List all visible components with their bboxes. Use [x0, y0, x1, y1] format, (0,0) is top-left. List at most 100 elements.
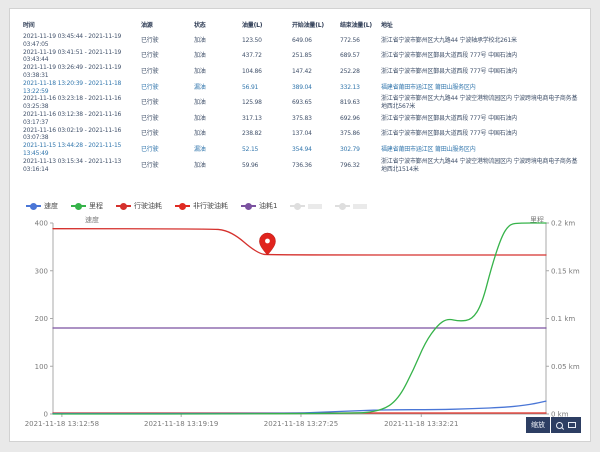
legend-label: 里程 — [89, 202, 103, 210]
series-里程 — [52, 222, 547, 415]
col-header-time: 时间 — [23, 21, 35, 29]
cell-addr: 浙江省宁波市鄞州区大九路44 宁波空港物流园区内 宁波跨境电商电子商务基地西北1… — [381, 157, 578, 173]
x-tick-label: 2021-11-18 13:27:25 — [264, 420, 338, 428]
table-row[interactable]: 2021-11-19 03:45:44 - 2021-11-19 03:47:0… — [23, 33, 582, 49]
legend-label: 速度 — [44, 202, 58, 210]
col-header-end: 结束油量(L) — [340, 21, 372, 29]
legend-label: 非行驶油耗 — [193, 202, 228, 210]
cell-status: 加油 — [194, 36, 206, 44]
content-card: 时间 油源 状态 油量(L) 开始油量(L) 结束油量(L) 地址 2021-1… — [9, 8, 591, 442]
y-tick-label-left: 100 — [35, 363, 48, 371]
cell-amount: 59.96 — [242, 161, 259, 169]
cell-status: 漏油 — [194, 83, 206, 91]
y-tick-label-right: 0.1 km — [551, 315, 575, 323]
y-tick-label-left: 300 — [35, 267, 48, 275]
cell-end: 375.86 — [340, 130, 360, 138]
left-axis-title: 速度 — [85, 215, 99, 224]
toolbox-icons — [551, 417, 581, 433]
zoom-button-label: 缩放 — [531, 421, 545, 429]
cell-start: 649.06 — [292, 36, 312, 44]
cell-status: 漏油 — [194, 146, 206, 154]
cell-status: 加油 — [194, 99, 206, 107]
cell-start: 147.42 — [292, 68, 312, 76]
table-row[interactable]: 2021-11-19 03:26:49 - 2021-11-19 03:38:3… — [23, 64, 582, 80]
cell-amount: 104.86 — [242, 68, 262, 76]
cell-time: 2021-11-16 03:02:19 - 2021-11-16 03:07:3… — [23, 126, 122, 142]
cell-source: 已行驶 — [141, 52, 159, 60]
legend-item[interactable]: 行驶油耗 — [116, 201, 162, 211]
x-tick-label: 2021-11-18 13:19:19 — [144, 420, 218, 428]
cell-addr: 浙江省宁波市鄞州区鄞县大道西段 777号 中国石油内 — [381, 52, 518, 60]
cell-end: 252.28 — [340, 68, 360, 76]
cell-amount: 125.98 — [242, 99, 262, 107]
table-row[interactable]: 2021-11-19 03:41:51 - 2021-11-19 03:43:4… — [23, 49, 582, 65]
cell-source: 已行驶 — [141, 99, 159, 107]
table-row[interactable]: 2021-11-16 03:02:19 - 2021-11-16 03:07:3… — [23, 127, 582, 143]
cell-amount: 52.15 — [242, 146, 259, 154]
series-速度 — [52, 400, 547, 415]
cell-end: 819.63 — [340, 99, 360, 107]
cell-status: 加油 — [194, 114, 206, 122]
cell-start: 389.04 — [292, 83, 312, 91]
legend-item[interactable]: 非行驶油耗 — [175, 201, 228, 211]
legend-dot-icon — [26, 202, 41, 210]
cell-amount: 238.82 — [242, 130, 262, 138]
frame-icon[interactable] — [568, 422, 576, 428]
legend-item[interactable]: 油耗1 — [241, 201, 277, 211]
cell-addr: 福建省莆田市涵江区 莆田山服务区内 — [381, 83, 476, 91]
legend-dot-icon — [175, 202, 190, 210]
cell-status: 加油 — [194, 68, 206, 76]
cell-start: 375.83 — [292, 114, 312, 122]
zoom-button[interactable]: 缩放 — [526, 417, 550, 433]
cell-source: 已行驶 — [141, 161, 159, 169]
cell-status: 加油 — [194, 161, 206, 169]
y-tick-label-left: 200 — [35, 315, 48, 323]
consumption-chart[interactable]: 0 100 200 300 400 0 km 0.05 km 0.1 km 0.15 km 0.2… — [10, 215, 592, 439]
legend-dot-icon — [290, 202, 306, 210]
cell-addr: 浙江省宁波市鄞州区大九路44 宁波空港物流园区内 宁波跨境电商电子商务基地西北5… — [381, 95, 578, 111]
cell-time: 2021-11-16 03:12:38 - 2021-11-16 03:17:3… — [23, 110, 122, 126]
cell-time: 2021-11-16 03:23:18 - 2021-11-16 03:25:3… — [23, 95, 122, 111]
col-header-status: 状态 — [194, 21, 206, 29]
cell-end: 772.56 — [340, 36, 360, 44]
y-tick-label-right: 0.15 km — [551, 267, 580, 275]
cell-start: 693.65 — [292, 99, 312, 107]
fuel-events-table: 时间 油源 状态 油量(L) 开始油量(L) 结束油量(L) 地址 2021-1… — [23, 15, 582, 173]
cell-status: 加油 — [194, 130, 206, 138]
chart-legend: 速度 里程 行驶油耗 非行驶油耗 油耗1 — [26, 201, 368, 211]
y-tick-label-right: 0.05 km — [551, 363, 580, 371]
table-row[interactable]: 2021-11-13 03:15:34 - 2021-11-13 03:16:1… — [23, 158, 582, 174]
y-tick-label-left: 400 — [35, 220, 48, 228]
table-row[interactable]: 2021-11-18 13:20:39 - 2021-11-18 13:22:5… — [23, 80, 582, 96]
magnifier-icon[interactable] — [556, 421, 563, 429]
legend-label-faded — [353, 203, 368, 209]
table-row[interactable]: 2021-11-16 03:23:18 - 2021-11-16 03:25:3… — [23, 95, 582, 111]
legend-label: 油耗1 — [259, 202, 278, 210]
cell-source: 已行驶 — [141, 130, 159, 138]
cell-start: 736.36 — [292, 161, 312, 169]
table-row[interactable]: 2021-11-16 03:12:38 - 2021-11-16 03:17:3… — [23, 111, 582, 127]
series-行驶油耗 — [52, 228, 547, 256]
cell-amount: 56.91 — [242, 83, 259, 91]
table-row[interactable]: 2021-11-15 13:44:28 - 2021-11-15 13:45:4… — [23, 142, 582, 158]
cell-source: 已行驶 — [141, 114, 159, 122]
x-tick-label: 2021-11-18 13:32:21 — [384, 420, 458, 428]
cell-source: 已行驶 — [141, 36, 159, 44]
cell-source: 已行驶 — [141, 146, 159, 154]
cell-addr: 浙江省宁波市鄞州区大九路44 宁波轴承学校北261米 — [381, 36, 517, 44]
legend-item[interactable]: 速度 — [26, 201, 58, 211]
cell-start: 354.94 — [292, 146, 312, 154]
y-tick-label-right: 0 km — [551, 411, 569, 419]
legend-dot-icon — [71, 202, 86, 210]
fuel-table-body: 2021-11-19 03:45:44 - 2021-11-19 03:47:0… — [23, 33, 582, 173]
legend-item[interactable]: 里程 — [71, 201, 103, 211]
y-tick-label-left: 0 — [44, 411, 48, 419]
chart-toolbar: 缩放 — [526, 417, 581, 433]
legend-item[interactable] — [335, 202, 368, 210]
cell-end: 692.96 — [340, 114, 360, 122]
legend-dot-icon — [116, 202, 131, 210]
legend-item[interactable] — [290, 202, 323, 210]
cell-amount: 437.72 — [242, 52, 262, 60]
col-header-start: 开始油量(L) — [292, 21, 324, 29]
cell-source: 已行驶 — [141, 83, 159, 91]
